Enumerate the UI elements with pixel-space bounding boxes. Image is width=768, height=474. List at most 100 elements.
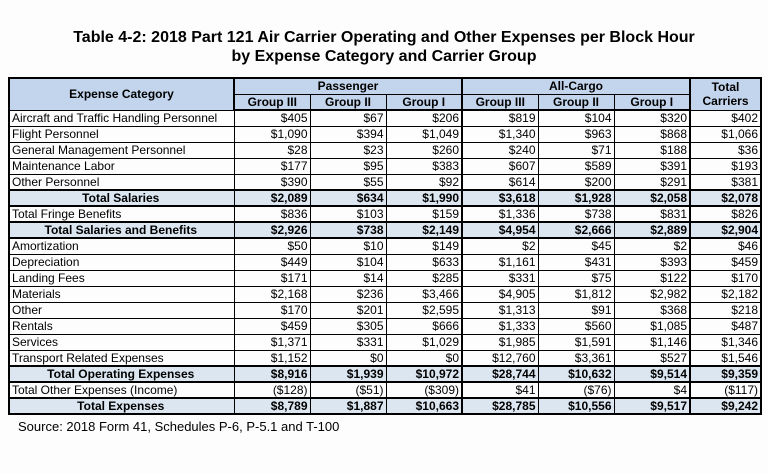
value-cell: $28 [233,141,311,159]
value-cell: $2,182 [689,285,762,303]
expense-category-cell: Total Expenses [8,397,235,415]
expense-category-cell: Rentals [8,317,235,335]
total-carriers-header-line2: Carriers [702,94,749,109]
value-cell: $1,812 [537,285,615,303]
value-cell: $4,954 [461,221,539,239]
header-row-groups: Expense Category Passenger All-Cargo Tot… [8,77,762,111]
table-row: Services $1,371 $331 $1,029 $1,985 $1,591 $1,1… [8,333,762,351]
value-cell: $236 [309,285,387,303]
expense-category-cell: Flight Personnel [8,125,235,143]
expense-category-cell: Maintenance Labor [8,157,235,175]
value-cell: $402 [689,109,762,127]
value-cell: $1,152 [233,349,311,367]
value-cell: $1,985 [461,333,539,351]
expense-category-cell: Total Operating Expenses [8,365,235,383]
value-cell: $170 [233,301,311,319]
value-cell: $75 [537,269,615,287]
expense-category-cell: Aircraft and Traffic Handling Personnel [8,109,235,127]
expense-category-cell: Other [8,301,235,319]
value-cell: $9,514 [613,365,691,383]
value-cell: $8,916 [233,365,311,383]
value-cell: $10,663 [385,397,463,415]
value-cell: $836 [233,205,311,223]
value-cell: $4,905 [461,285,539,303]
table-row: Flight Personnel $1,090 $394 $1,049 $1,340 $9… [8,125,762,143]
table-row: Landing Fees $171 $14 $285 $331 $75 $122 $170 [8,269,762,287]
value-cell: $10 [309,237,387,255]
expense-category-cell: Total Salaries and Benefits [8,221,235,239]
value-cell: $1,085 [613,317,691,335]
value-cell: $206 [385,109,463,127]
value-cell: $177 [233,157,311,175]
source-note: Source: 2018 Form 41, Schedules P-6, P-5… [18,419,340,434]
value-cell: $2,926 [233,221,311,239]
value-cell: $1,313 [461,301,539,319]
value-cell: $159 [385,205,463,223]
value-cell: $193 [689,157,762,175]
value-cell: $1,066 [689,125,762,143]
value-cell: ($128) [233,381,311,399]
value-cell: $9,359 [689,365,762,383]
expense-category-cell: Materials [8,285,235,303]
expense-category-cell: Landing Fees [8,269,235,287]
table-row: Total Other Expenses (Income) ($128) ($51)… [8,381,762,399]
value-cell: $10,972 [385,365,463,383]
value-cell: $633 [385,253,463,271]
expense-category-cell: Transport Related Expenses [8,349,235,367]
value-cell: $368 [613,301,691,319]
value-cell: $10,632 [537,365,615,383]
value-cell: $1,990 [385,189,463,207]
value-cell: $10,556 [537,397,615,415]
value-cell: $459 [689,253,762,271]
value-cell: $285 [385,269,463,287]
value-cell: $0 [385,349,463,367]
value-cell: $381 [689,173,762,191]
value-cell: $45 [537,237,615,255]
value-cell: $3,361 [537,349,615,367]
passenger-group2-header: Group II [309,93,387,111]
value-cell: $383 [385,157,463,175]
value-cell: $487 [689,317,762,335]
expense-category-cell: Total Fringe Benefits [8,205,235,223]
value-cell: $23 [309,141,387,159]
table-row: Total Salaries and Benefits $2,926 $738 $2,… [8,221,762,239]
value-cell: $2,168 [233,285,311,303]
value-cell: $149 [385,237,463,255]
value-cell: $391 [613,157,691,175]
value-cell: $2,666 [537,221,615,239]
table-row: Total Salaries $2,089 $634 $1,990 $3,618 $1,9… [8,189,762,207]
value-cell: $394 [309,125,387,143]
value-cell: $14 [309,269,387,287]
value-cell: $28,744 [461,365,539,383]
value-cell: $1,333 [461,317,539,335]
value-cell: $305 [309,317,387,335]
expense-category-cell: Total Salaries [8,189,235,207]
value-cell: $71 [537,141,615,159]
value-cell: $831 [613,205,691,223]
value-cell: $1,161 [461,253,539,271]
value-cell: $1,939 [309,365,387,383]
value-cell: $1,887 [309,397,387,415]
expense-category-cell: Amortization [8,237,235,255]
value-cell: $826 [689,205,762,223]
value-cell: $122 [613,269,691,287]
value-cell: $3,618 [461,189,539,207]
value-cell: $218 [689,301,762,319]
value-cell: $607 [461,157,539,175]
value-cell: $201 [309,301,387,319]
value-cell: $3,466 [385,285,463,303]
value-cell: $291 [613,173,691,191]
table-title-line1: Table 4-2: 2018 Part 121 Air Carrier Ope… [73,29,695,46]
passenger-group3-header: Group III [233,93,311,111]
expense-category-header: Expense Category [8,77,235,111]
value-cell: $331 [461,269,539,287]
value-cell: $200 [537,173,615,191]
value-cell: $2 [461,237,539,255]
table-row: Other $170 $201 $2,595 $1,313 $91 $368 $218 [8,301,762,319]
table-row: Depreciation $449 $104 $633 $1,161 $431 $393 $4… [8,253,762,271]
all-cargo-group3-header: Group III [461,93,539,111]
value-cell: $103 [309,205,387,223]
value-cell: $405 [233,109,311,127]
expense-category-cell: Total Other Expenses (Income) [8,381,235,399]
value-cell: $4 [613,381,691,399]
